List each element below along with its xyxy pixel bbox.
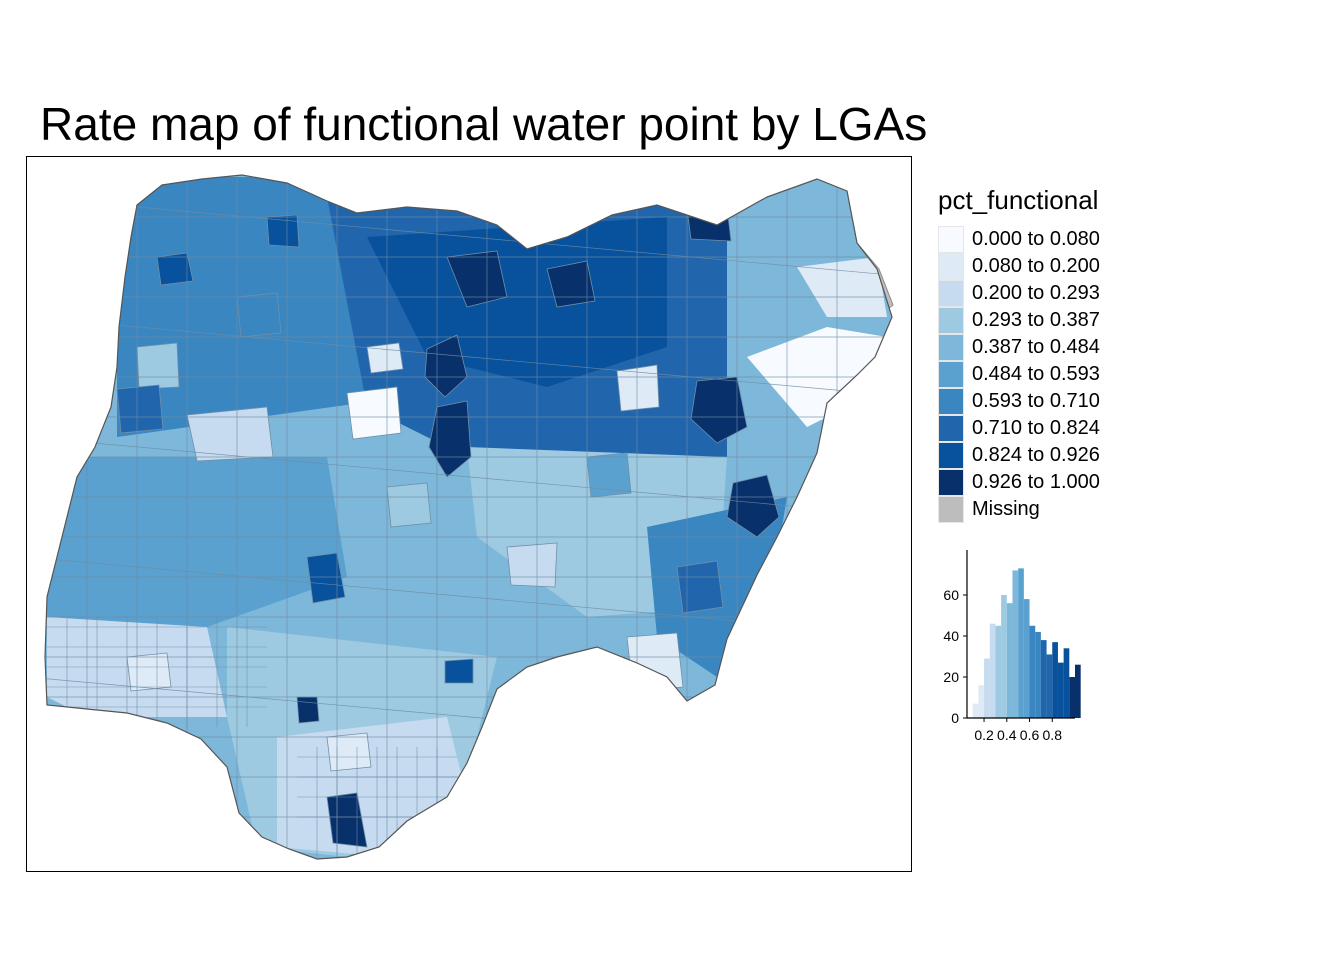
histogram-bar [1006, 603, 1013, 718]
map-title: Rate map of functional water point by LG… [40, 98, 928, 150]
legend-item: 0.484 to 0.593 [938, 361, 1100, 388]
legend-swatch [938, 334, 964, 361]
legend-label: 0.824 to 0.926 [972, 444, 1100, 466]
legend-label: 0.293 to 0.387 [972, 309, 1100, 331]
nigeria-outline [44, 174, 893, 860]
x-tick-label: 0.6 [1020, 727, 1040, 743]
histogram-bar [1029, 625, 1036, 718]
histogram-bar [1035, 631, 1041, 718]
x-tick-label: 0.8 [1043, 727, 1063, 743]
legend-label: 0.387 to 0.484 [972, 336, 1100, 358]
legend-item: 0.293 to 0.387 [938, 307, 1100, 334]
legend-item: 0.824 to 0.926 [938, 442, 1100, 469]
histogram-bar [978, 685, 985, 718]
legend-label: 0.593 to 0.710 [972, 390, 1100, 412]
y-tick-label: 60 [943, 587, 959, 603]
legend-item: 0.000 to 0.080 [938, 226, 1100, 253]
legend-swatch [938, 496, 964, 523]
legend-items: 0.000 to 0.080 0.080 to 0.200 0.200 to 0.2… [938, 226, 1100, 523]
histogram-bar [1012, 570, 1019, 718]
legend-swatch [938, 388, 964, 415]
histogram-bar [1063, 648, 1070, 718]
legend-item: 0.387 to 0.484 [938, 334, 1100, 361]
legend-swatch [938, 280, 964, 307]
map-frame [26, 156, 912, 872]
legend-label: 0.484 to 0.593 [972, 363, 1100, 385]
map-legend: pct_functional 0.000 to 0.080 0.080 to 0.… [938, 184, 1100, 523]
histogram-bar [989, 623, 996, 718]
lga-polygons [45, 175, 892, 859]
legend-swatch [938, 415, 964, 442]
legend-label: 0.710 to 0.824 [972, 417, 1100, 439]
legend-title: pct_functional [938, 185, 1099, 215]
histogram-bar [1057, 662, 1064, 718]
legend-swatch [938, 469, 964, 496]
legend-swatch [938, 442, 964, 469]
legend-label: 0.200 to 0.293 [972, 282, 1100, 304]
histogram-bar [1023, 599, 1030, 718]
legend-label: 0.000 to 0.080 [972, 228, 1100, 250]
histogram-bar [995, 625, 1002, 718]
legend-item: 0.593 to 0.710 [938, 388, 1100, 415]
y-tick-label: 0 [951, 710, 959, 726]
histogram-bar [1040, 640, 1047, 718]
histogram-bar [1075, 664, 1081, 718]
histogram-bar [1069, 677, 1075, 718]
legend-item: 0.926 to 1.000 [938, 469, 1100, 496]
legend-item: 0.710 to 0.824 [938, 415, 1100, 442]
legend-swatch [938, 307, 964, 334]
histogram-bar [1052, 642, 1058, 718]
legend-label: Missing [972, 498, 1040, 520]
legend-item: 0.200 to 0.293 [938, 280, 1100, 307]
legend-item: Missing [938, 496, 1100, 523]
y-tick-label: 40 [943, 628, 959, 644]
y-tick-label: 20 [943, 669, 959, 685]
legend-swatch [938, 361, 964, 388]
histogram: 0 20 40 60 0.2 0.4 0.6 0.8 [943, 550, 1081, 743]
histogram-bar [984, 658, 990, 718]
legend-label: 0.080 to 0.200 [972, 255, 1100, 277]
histogram-bar [972, 703, 979, 718]
x-tick-label: 0.4 [997, 727, 1017, 743]
legend-swatch [938, 253, 964, 280]
histogram-bar [1018, 568, 1024, 718]
legend-swatch [938, 226, 964, 253]
choropleth-map [44, 174, 894, 860]
legend-label: 0.926 to 1.000 [972, 471, 1100, 493]
legend-item: 0.080 to 0.200 [938, 253, 1100, 280]
histogram-bar [1001, 595, 1007, 718]
histogram-bar [1046, 654, 1053, 718]
x-tick-label: 0.2 [974, 727, 994, 743]
